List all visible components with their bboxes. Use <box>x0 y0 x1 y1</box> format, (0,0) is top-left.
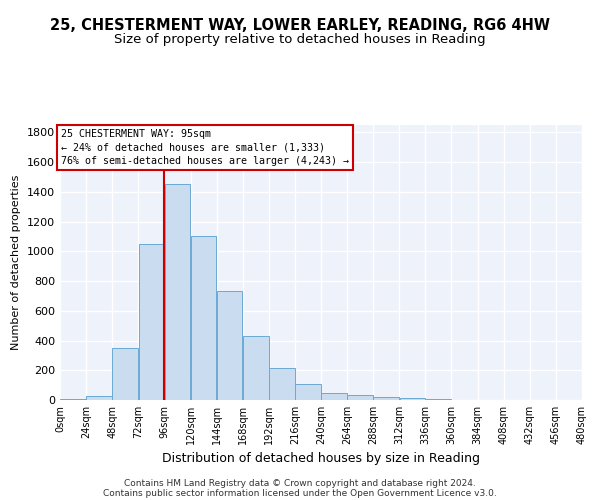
Bar <box>295 384 321 400</box>
Bar <box>139 244 164 400</box>
Text: 25 CHESTERMENT WAY: 95sqm
← 24% of detached houses are smaller (1,333)
76% of se: 25 CHESTERMENT WAY: 95sqm ← 24% of detac… <box>61 130 349 166</box>
Text: Size of property relative to detached houses in Reading: Size of property relative to detached ho… <box>114 32 486 46</box>
Bar <box>112 348 138 400</box>
Text: Contains public sector information licensed under the Open Government Licence v3: Contains public sector information licen… <box>103 488 497 498</box>
Bar <box>191 236 217 400</box>
Bar <box>217 292 242 400</box>
Bar <box>373 397 399 400</box>
Bar <box>321 392 347 400</box>
Bar <box>347 395 373 400</box>
Text: 25, CHESTERMENT WAY, LOWER EARLEY, READING, RG6 4HW: 25, CHESTERMENT WAY, LOWER EARLEY, READI… <box>50 18 550 32</box>
Bar <box>400 398 425 400</box>
Bar <box>269 368 295 400</box>
Text: Contains HM Land Registry data © Crown copyright and database right 2024.: Contains HM Land Registry data © Crown c… <box>124 478 476 488</box>
Bar <box>86 396 112 400</box>
Bar <box>164 184 190 400</box>
Bar <box>243 336 269 400</box>
X-axis label: Distribution of detached houses by size in Reading: Distribution of detached houses by size … <box>162 452 480 466</box>
Y-axis label: Number of detached properties: Number of detached properties <box>11 175 22 350</box>
